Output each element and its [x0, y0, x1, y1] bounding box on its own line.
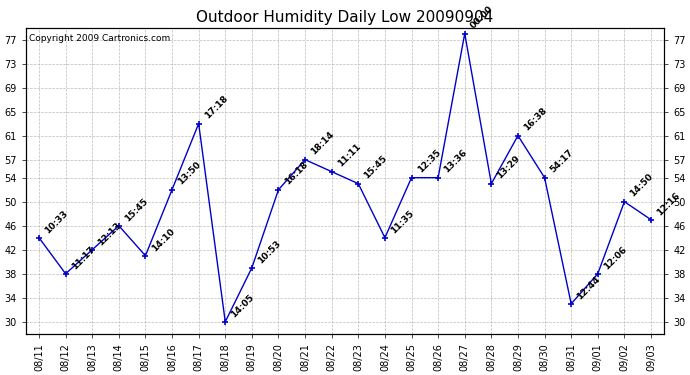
Text: 10:33: 10:33: [43, 209, 70, 235]
Text: 12:16: 12:16: [656, 190, 682, 217]
Text: 10:53: 10:53: [256, 238, 282, 265]
Text: 14:05: 14:05: [230, 292, 256, 319]
Text: 12:35: 12:35: [415, 148, 442, 175]
Text: 13:36: 13:36: [442, 148, 469, 175]
Text: 13:50: 13:50: [176, 160, 203, 187]
Text: 12:06: 12:06: [602, 244, 629, 271]
Text: 16:18: 16:18: [283, 160, 309, 187]
Text: 17:18: 17:18: [203, 94, 230, 121]
Text: 11:11: 11:11: [336, 142, 362, 169]
Text: 16:38: 16:38: [522, 106, 549, 133]
Text: 15:45: 15:45: [123, 196, 150, 223]
Text: Copyright 2009 Cartronics.com: Copyright 2009 Cartronics.com: [29, 34, 170, 43]
Text: 13:29: 13:29: [495, 154, 522, 181]
Text: 14:50: 14:50: [629, 172, 656, 199]
Title: Outdoor Humidity Daily Low 20090904: Outdoor Humidity Daily Low 20090904: [197, 10, 493, 25]
Text: 11:17: 11:17: [70, 244, 97, 271]
Text: 12:13: 12:13: [97, 220, 123, 247]
Text: 11:35: 11:35: [389, 209, 415, 235]
Text: 12:44: 12:44: [575, 274, 602, 301]
Text: 54:17: 54:17: [549, 148, 575, 175]
Text: 18:14: 18:14: [309, 130, 336, 157]
Text: 00:00: 00:00: [469, 4, 495, 31]
Text: 14:10: 14:10: [150, 226, 176, 253]
Text: 15:45: 15:45: [362, 154, 389, 181]
